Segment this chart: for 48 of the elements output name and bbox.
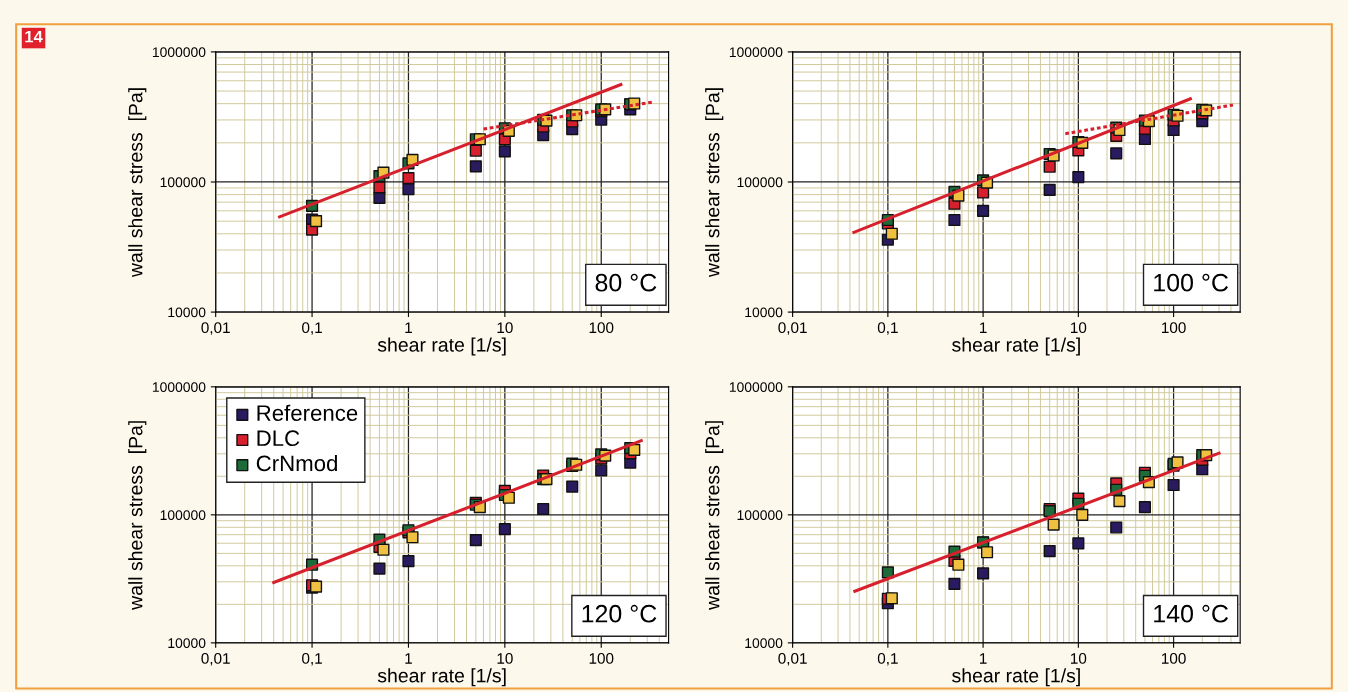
x-axis-title: shear rate [1/s] xyxy=(377,337,506,356)
y-axis-title: wall shear stress [Pa] xyxy=(128,88,147,278)
annotation: 100 °C xyxy=(1154,273,1229,292)
y-tick-label: 1000000 xyxy=(152,47,206,58)
y-axis-title: wall shear stress [Pa] xyxy=(705,88,724,278)
x-tick-label: 1 xyxy=(405,322,412,333)
y-tick-label: 10000 xyxy=(168,638,206,649)
x-axis-title: shear rate [1/s] xyxy=(952,668,1080,687)
y-tick-label: 10000 xyxy=(168,307,206,318)
legend-label: Reference xyxy=(257,404,358,421)
x-tick-label: 1 xyxy=(980,322,987,333)
y-tick-label: 10000 xyxy=(745,307,783,318)
x-tick-label: 10 xyxy=(497,322,513,334)
x-tick-label: 100 xyxy=(1162,652,1186,664)
x-tick-label: 0,1 xyxy=(302,322,322,335)
x-tick-label: 1 xyxy=(405,653,412,664)
x-tick-label: 100 xyxy=(589,322,614,334)
text: 14 xyxy=(25,30,43,43)
y-tick-label: 100000 xyxy=(160,510,206,521)
x-tick-label: 0,01 xyxy=(778,322,807,335)
y-axis-title: wall shear stress [Pa] xyxy=(705,421,724,610)
x-tick-label: 0,01 xyxy=(778,652,807,666)
y-tick-label: 1000000 xyxy=(729,382,783,392)
y-tick-label: 100000 xyxy=(737,510,783,521)
x-tick-label: 0,01 xyxy=(201,322,230,335)
x-tick-label: 100 xyxy=(589,652,614,664)
x-tick-label: 0,1 xyxy=(877,652,898,666)
legend-label: CrNmod xyxy=(256,454,337,472)
x-tick-label: 10 xyxy=(1071,652,1087,664)
y-axis-title: wall shear stress [Pa] xyxy=(128,421,147,610)
legend-label: DLC xyxy=(257,430,300,447)
y-tick-label: 100000 xyxy=(737,177,783,188)
x-axis-title: shear rate [1/s] xyxy=(952,337,1080,356)
x-tick-label: 1 xyxy=(980,653,987,664)
x-axis-title: shear rate [1/s] xyxy=(377,668,506,687)
annotation: 120 °C xyxy=(582,604,657,623)
x-tick-label: 10 xyxy=(497,652,513,664)
y-tick-label: 1000000 xyxy=(729,47,783,58)
x-tick-label: 0,1 xyxy=(302,652,322,666)
x-tick-label: 100 xyxy=(1162,322,1186,334)
x-tick-label: 0,01 xyxy=(201,652,230,666)
x-tick-label: 10 xyxy=(1071,322,1087,334)
y-tick-label: 100000 xyxy=(160,177,206,188)
y-tick-label: 1000000 xyxy=(152,382,206,392)
x-tick-label: 0,1 xyxy=(877,322,898,335)
annotation: 140 °C xyxy=(1154,604,1229,623)
annotation: 80 °C xyxy=(595,273,657,292)
y-tick-label: 10000 xyxy=(745,638,783,649)
